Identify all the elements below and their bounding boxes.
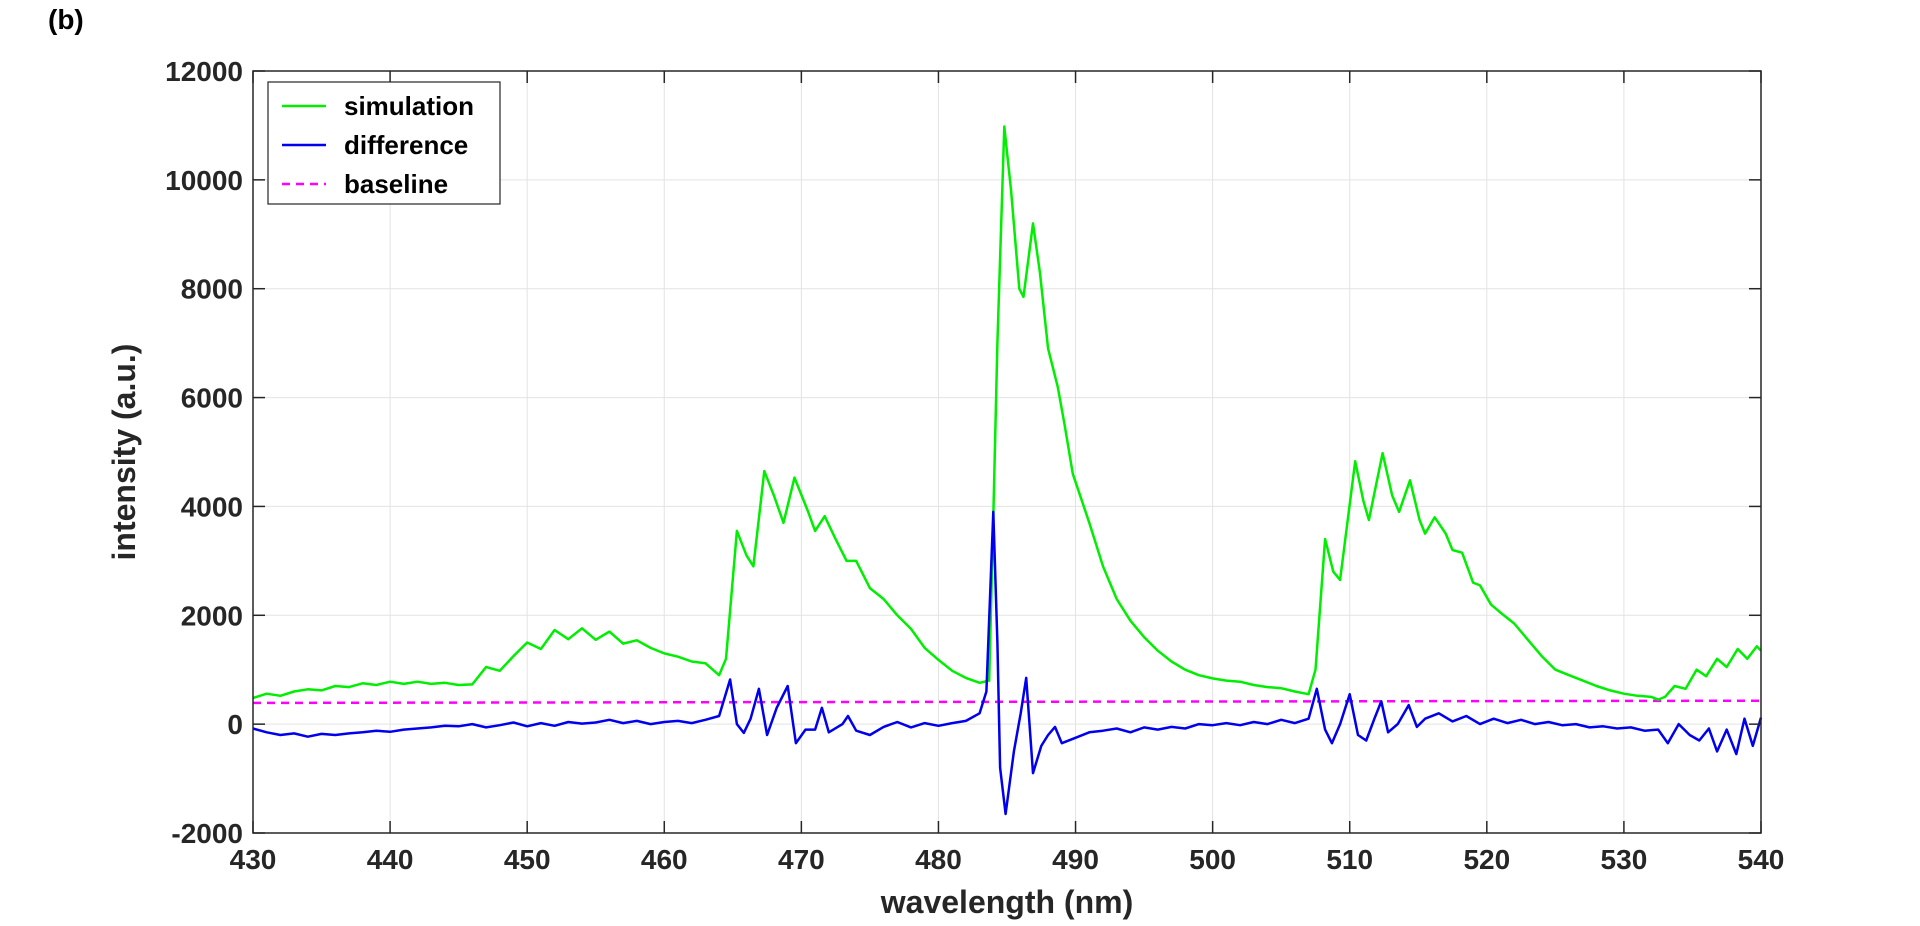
series-line-difference <box>252 510 1763 816</box>
panel-label: (b) <box>48 4 84 35</box>
y-tick-label: -2000 <box>171 818 243 849</box>
x-tick-label: 490 <box>1052 844 1099 875</box>
x-tick-label: 540 <box>1738 844 1785 875</box>
x-tick-label: 460 <box>641 844 688 875</box>
y-tick-label: 2000 <box>181 600 243 631</box>
legend: simulation difference baseline <box>267 81 501 205</box>
x-tick-label: 510 <box>1326 844 1373 875</box>
series-line-baseline <box>252 699 1762 705</box>
legend-box <box>267 81 501 205</box>
x-tick-label: 480 <box>915 844 962 875</box>
y-axis-title: intensity (a.u.) <box>106 344 142 561</box>
x-tick-label: 530 <box>1601 844 1648 875</box>
x-tick-label: 470 <box>778 844 825 875</box>
legend-label-difference: difference <box>344 130 468 160</box>
x-tick-label: 440 <box>367 844 414 875</box>
series-line-simulation <box>252 125 1762 701</box>
y-tick-label: 12000 <box>165 56 243 87</box>
y-tick-label: 6000 <box>181 383 243 414</box>
plot-series <box>252 125 1763 816</box>
y-tick-label: 4000 <box>181 491 243 522</box>
x-tick-label: 430 <box>230 844 277 875</box>
x-tick-label: 500 <box>1189 844 1236 875</box>
y-tick-label: 8000 <box>181 274 243 305</box>
x-tick-label: 520 <box>1463 844 1510 875</box>
y-tick-label: 0 <box>227 709 243 740</box>
axis-ticks: 430 440 450 460 470 480 490 500 510 520 530 540 -200… <box>165 56 1784 875</box>
legend-label-simulation: simulation <box>344 91 474 121</box>
x-axis-title: wavelength (nm) <box>880 884 1133 920</box>
y-tick-label: 10000 <box>165 165 243 196</box>
legend-label-baseline: baseline <box>344 169 448 199</box>
plot-frame <box>252 70 1762 834</box>
x-tick-label: 450 <box>504 844 551 875</box>
